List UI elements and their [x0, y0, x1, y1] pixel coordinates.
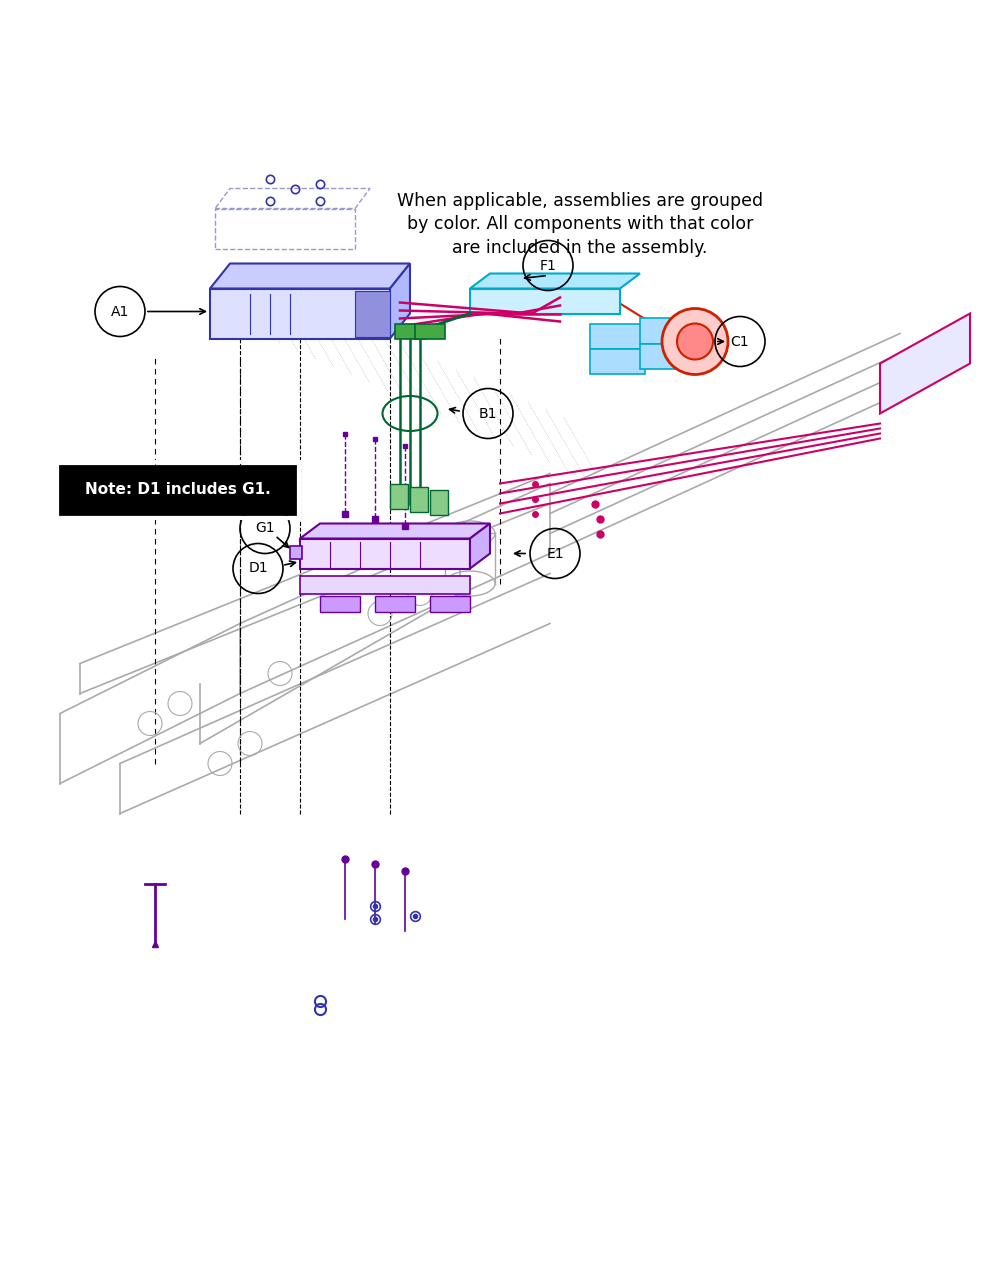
Polygon shape [590, 348, 645, 374]
Text: D1: D1 [248, 561, 268, 575]
Text: E1: E1 [546, 546, 564, 560]
Polygon shape [470, 289, 620, 313]
Polygon shape [300, 538, 470, 569]
Polygon shape [430, 595, 470, 612]
Text: C1: C1 [731, 334, 749, 348]
Circle shape [677, 323, 713, 360]
Text: When applicable, assemblies are grouped
by color. All components with that color: When applicable, assemblies are grouped … [397, 191, 763, 257]
Text: Note: D1 includes G1.: Note: D1 includes G1. [85, 481, 270, 497]
Polygon shape [415, 323, 445, 338]
Polygon shape [375, 595, 415, 612]
Text: G1: G1 [255, 522, 275, 536]
Polygon shape [320, 595, 360, 612]
Polygon shape [290, 546, 302, 559]
Polygon shape [410, 487, 428, 512]
Polygon shape [880, 313, 970, 413]
Polygon shape [395, 323, 425, 338]
Polygon shape [430, 489, 448, 514]
Polygon shape [470, 523, 490, 569]
FancyBboxPatch shape [60, 465, 295, 513]
Polygon shape [210, 289, 390, 338]
Polygon shape [300, 575, 470, 593]
Polygon shape [300, 523, 490, 538]
Text: A1: A1 [111, 304, 129, 318]
Polygon shape [390, 264, 410, 338]
Text: F1: F1 [540, 258, 556, 272]
Circle shape [662, 308, 728, 375]
Polygon shape [390, 484, 408, 508]
Polygon shape [470, 274, 640, 289]
Polygon shape [640, 318, 695, 343]
Polygon shape [210, 264, 410, 289]
Polygon shape [355, 290, 390, 337]
Text: B1: B1 [479, 407, 497, 421]
Polygon shape [590, 323, 645, 348]
Polygon shape [640, 343, 695, 369]
